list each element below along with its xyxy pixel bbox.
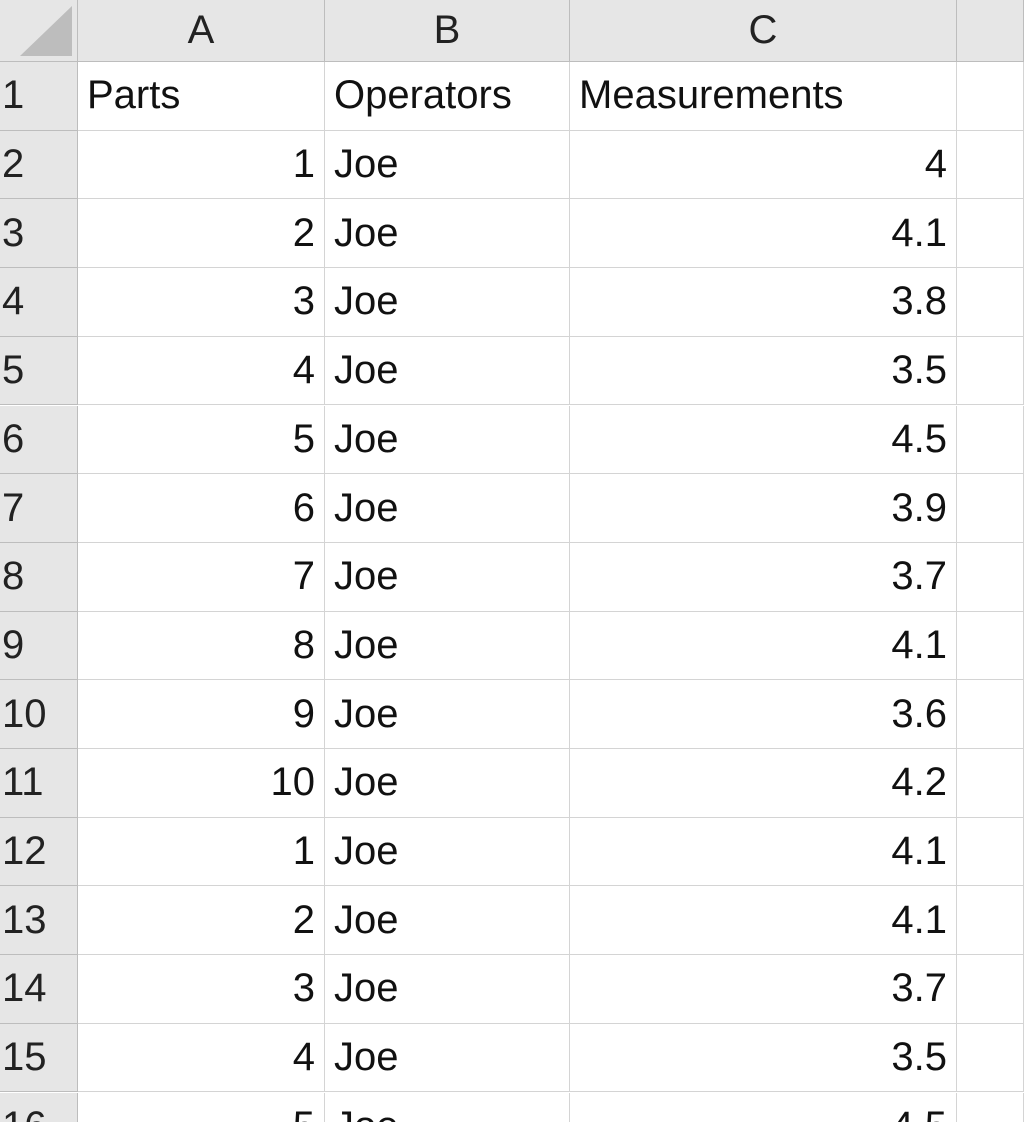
empty-cell[interactable]: [957, 749, 1024, 818]
row-header[interactable]: 1: [0, 62, 78, 131]
empty-cell[interactable]: [957, 1092, 1024, 1122]
cell[interactable]: 10: [78, 749, 325, 818]
cell[interactable]: 3.8: [570, 268, 957, 337]
row-header[interactable]: 8: [0, 542, 78, 612]
cell[interactable]: Joe: [325, 749, 570, 818]
cell[interactable]: 3.7: [570, 542, 957, 612]
empty-cell[interactable]: [957, 955, 1024, 1024]
row-header[interactable]: 10: [0, 680, 78, 749]
cell[interactable]: 2: [78, 199, 325, 269]
row-header[interactable]: 14: [0, 955, 78, 1024]
row-header[interactable]: 7: [0, 474, 78, 543]
column-header[interactable]: [957, 0, 1024, 62]
header-cell[interactable]: Parts: [78, 62, 325, 131]
cell[interactable]: Joe: [325, 199, 570, 269]
cell[interactable]: 4.1: [570, 817, 957, 887]
cell[interactable]: 6: [78, 474, 325, 543]
cell[interactable]: Joe: [325, 886, 570, 956]
cell[interactable]: 3: [78, 268, 325, 337]
cell[interactable]: Joe: [325, 268, 570, 337]
cell[interactable]: 3.6: [570, 680, 957, 749]
cell[interactable]: Joe: [325, 680, 570, 749]
row-header[interactable]: 4: [0, 268, 78, 337]
cell[interactable]: 1: [78, 130, 325, 200]
header-cell[interactable]: Operators: [325, 62, 570, 131]
row-header[interactable]: 11: [0, 749, 78, 818]
cell[interactable]: 4.1: [570, 199, 957, 269]
cell[interactable]: 3: [78, 955, 325, 1024]
row-header[interactable]: 2: [0, 130, 78, 200]
row-header[interactable]: 15: [0, 1023, 78, 1093]
empty-cell[interactable]: [957, 680, 1024, 749]
cell[interactable]: 1: [78, 817, 325, 887]
cell[interactable]: 4: [78, 336, 325, 406]
row-header[interactable]: 16: [0, 1092, 78, 1122]
empty-cell[interactable]: [957, 817, 1024, 887]
empty-cell[interactable]: [957, 474, 1024, 543]
row-header[interactable]: 6: [0, 405, 78, 475]
column-header[interactable]: B: [325, 0, 570, 62]
cell[interactable]: Joe: [325, 130, 570, 200]
header-cell[interactable]: Measurements: [570, 62, 957, 131]
cell[interactable]: 4.2: [570, 749, 957, 818]
cell[interactable]: 4.5: [570, 405, 957, 475]
cell[interactable]: Joe: [325, 955, 570, 1024]
cell[interactable]: 3.5: [570, 336, 957, 406]
row-header[interactable]: 5: [0, 336, 78, 406]
cell[interactable]: 5: [78, 1092, 325, 1122]
cell[interactable]: Joe: [325, 542, 570, 612]
corner-icon: [20, 5, 72, 56]
cell[interactable]: Joe: [325, 817, 570, 887]
empty-cell[interactable]: [957, 199, 1024, 269]
column-header[interactable]: C: [570, 0, 957, 62]
row-header[interactable]: 12: [0, 817, 78, 887]
cell[interactable]: Joe: [325, 336, 570, 406]
select-all[interactable]: [0, 0, 78, 62]
cell[interactable]: 3.5: [570, 1023, 957, 1093]
column-header[interactable]: A: [78, 0, 325, 62]
cell[interactable]: 4.5: [570, 1092, 957, 1122]
cell[interactable]: 8: [78, 611, 325, 681]
row-header[interactable]: 13: [0, 886, 78, 956]
empty-cell[interactable]: [957, 268, 1024, 337]
cell[interactable]: Joe: [325, 405, 570, 475]
empty-cell[interactable]: [957, 611, 1024, 681]
cell[interactable]: Joe: [325, 1092, 570, 1122]
cell[interactable]: Joe: [325, 611, 570, 681]
cell[interactable]: 4.1: [570, 886, 957, 956]
cell[interactable]: 4.1: [570, 611, 957, 681]
row-header[interactable]: 3: [0, 199, 78, 269]
empty-cell[interactable]: [957, 886, 1024, 956]
cell[interactable]: 9: [78, 680, 325, 749]
cell[interactable]: 3.7: [570, 955, 957, 1024]
cell[interactable]: 7: [78, 542, 325, 612]
cell[interactable]: Joe: [325, 1023, 570, 1093]
cell[interactable]: Joe: [325, 474, 570, 543]
empty-cell[interactable]: [957, 1023, 1024, 1093]
row-header[interactable]: 9: [0, 611, 78, 681]
empty-cell[interactable]: [957, 130, 1024, 200]
empty-cell[interactable]: [957, 336, 1024, 406]
empty-cell[interactable]: [957, 62, 1024, 131]
cell[interactable]: 4: [78, 1023, 325, 1093]
empty-cell[interactable]: [957, 542, 1024, 612]
cell[interactable]: 3.9: [570, 474, 957, 543]
empty-cell[interactable]: [957, 405, 1024, 475]
cell[interactable]: 5: [78, 405, 325, 475]
cell[interactable]: 4: [570, 130, 957, 200]
cell[interactable]: 2: [78, 886, 325, 956]
